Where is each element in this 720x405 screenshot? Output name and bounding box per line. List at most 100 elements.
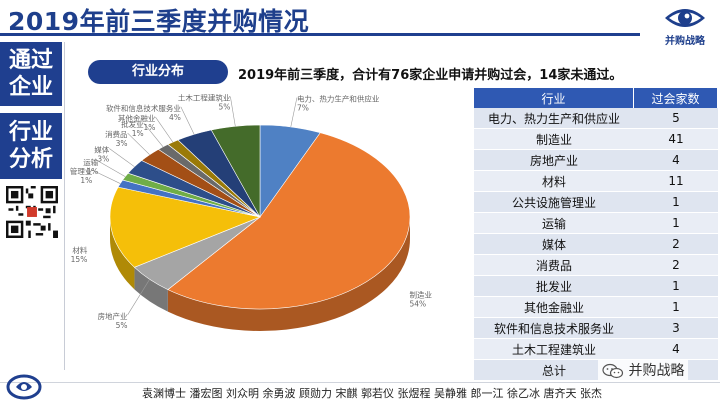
pie-slice-pct: 4%: [169, 113, 181, 122]
pie-slice-side: [134, 267, 168, 312]
table-row: 批发业 1: [474, 276, 718, 297]
pie-slice-side: [167, 217, 410, 331]
pie-slice-pct: 5%: [218, 103, 230, 112]
wechat-icon: [602, 363, 624, 379]
sidebar-tab-industry-analysis[interactable]: 行业分析: [0, 113, 62, 179]
sidebar-tab-label: 行业分析: [9, 120, 54, 172]
table-cell-industry: 批发业: [535, 279, 572, 294]
eye-icon: [665, 9, 705, 27]
table-cell-count: 1: [672, 195, 680, 209]
table-header-count: 过会家数: [634, 88, 718, 108]
table-row: 房地产业 4: [474, 150, 718, 171]
table-cell-count: 1: [672, 216, 680, 230]
pie-slice-pct: 54%: [409, 299, 426, 308]
brand-logo: 并购战略: [652, 2, 718, 47]
pie-labels: 电力、热力生产和供应业7%制造业54%房地产业5%材料15%公共设施管理业1%运…: [70, 93, 432, 330]
table-cell-count: 2: [672, 237, 680, 251]
table-cell-industry: 材料: [541, 174, 566, 189]
pie-top: [109, 124, 411, 310]
table-cell-industry: 消费品: [535, 258, 572, 273]
table-row: 制造业 41: [474, 129, 718, 150]
table-cell-count: 11: [668, 174, 684, 188]
pie-slice-label: 土木工程建筑业: [178, 93, 231, 103]
section-subtitle: 2019年前三季度，合计有76家企业申请并购过会，14家未通过。: [238, 68, 623, 83]
table-cell-count: 41: [668, 132, 684, 146]
pie-slice-label: 其他金融业: [118, 113, 156, 123]
pie-leader-line: [109, 148, 135, 167]
industry-table: 行业 过会家数 电力、热力生产和供应业 5 制造业 41 房地产业 4 材料 11 公共设施管理…: [474, 88, 718, 381]
table-row: 软件和信息技术服务业 3: [474, 318, 718, 339]
pie-leader-line: [127, 279, 150, 316]
pie-slice-side: [110, 217, 135, 290]
pie-slice-label: 运输: [83, 157, 98, 167]
table-cell-count: 3: [672, 321, 680, 335]
table-row: 其他金融业 1: [474, 297, 718, 318]
page-title: 2019年前三季度并购情况: [8, 7, 310, 36]
pie-slice-pct: 15%: [71, 255, 88, 264]
pie-slice-label: 公共设施管理业: [70, 166, 93, 176]
table-cell-count: 1: [672, 279, 680, 293]
pie-slice-label: 消费品: [105, 129, 128, 139]
table-cell-industry: 运输: [541, 216, 566, 231]
pie-slice-label: 批发业: [121, 119, 144, 129]
table-cell-count: 1: [672, 300, 680, 314]
pie-leader-line: [290, 97, 298, 128]
table-cell-count: 5: [672, 111, 680, 125]
table-header-industry: 行业: [474, 88, 634, 108]
qr-code-icon: [6, 186, 58, 238]
pie-slice-pct: 7%: [297, 104, 309, 113]
footer-divider: [0, 382, 720, 383]
pie-leader-line: [230, 96, 236, 127]
pie-leader-lines: [92, 96, 298, 316]
table-row: 材料 11: [474, 171, 718, 192]
pie-slice-label: 材料: [72, 245, 87, 255]
pie-leader-line: [98, 160, 126, 177]
pie-leader-line: [180, 106, 195, 135]
sidebar-tab-approved-companies[interactable]: 通过企业: [0, 42, 62, 106]
pie-slice-pct: 1%: [86, 167, 98, 176]
table-cell-industry: 土木工程建筑业: [511, 342, 596, 357]
pie-leader-line: [92, 169, 121, 184]
table-cell-industry: 制造业: [535, 132, 572, 147]
pie-slice: [109, 186, 262, 268]
pie-slice-label: 电力、热力生产和供应业: [297, 94, 380, 104]
table-row: 媒体 2: [474, 234, 718, 255]
pie-slice-pct: 1%: [132, 129, 144, 138]
pie-slice-pct: 3%: [116, 139, 128, 148]
pie-leader-line: [127, 132, 150, 155]
pie-slice: [210, 124, 261, 219]
table-cell-industry: 软件和信息技术服务业: [493, 321, 614, 336]
table-cell-count: 4: [672, 153, 680, 167]
table-cell-count: 2: [672, 258, 680, 272]
pie-leader-line: [143, 122, 164, 147]
table-row: 消费品 2: [474, 255, 718, 276]
table-cell-industry: 房地产业: [529, 153, 578, 168]
pie-slice-label: 媒体: [94, 144, 109, 154]
pie-leader-line: [155, 116, 174, 143]
table-cell-industry: 其他金融业: [523, 300, 584, 315]
table-cell-industry: 总计: [541, 363, 566, 378]
wechat-watermark: 并购战略: [598, 360, 689, 380]
sidebar-tab-label: 通过企业: [9, 48, 54, 100]
pie-sides: [110, 217, 410, 331]
table-body: 电力、热力生产和供应业 5 制造业 41 房地产业 4 材料 11 公共设施管理业 1 运输 1 媒体 2…: [474, 108, 718, 381]
section-pill-industry-distribution: 行业分布: [88, 60, 228, 84]
table-cell-industry: 媒体: [541, 237, 566, 252]
table-cell-industry: 公共设施管理业: [511, 195, 596, 210]
pie-slice-pct: 5%: [116, 321, 128, 330]
author-list: 袁渊博士 潘宏图 刘众明 余勇波 顾勋力 宋麒 郭若仪 张煜程 吴静雅 郎一江 …: [142, 387, 602, 400]
table-row: 土木工程建筑业 4: [474, 339, 718, 360]
table-cell-industry: 电力、热力生产和供应业: [487, 111, 620, 126]
table-row: 电力、热力生产和供应业 5: [474, 108, 718, 129]
pie-slice-pct: 1%: [143, 123, 155, 132]
pie-slice-pct: 3%: [97, 154, 109, 163]
table-cell-count: 4: [672, 342, 680, 356]
pie-slice-label: 软件和信息技术服务业: [106, 103, 181, 113]
brand-logo-text: 并购战略: [665, 36, 705, 47]
pie-slice-pct: 1%: [80, 176, 92, 185]
sidebar-divider: [64, 42, 65, 370]
wechat-label: 并购战略: [628, 363, 685, 379]
table-header: 行业 过会家数: [474, 88, 718, 108]
pie-slice: [167, 132, 411, 310]
title-divider: [0, 33, 640, 36]
